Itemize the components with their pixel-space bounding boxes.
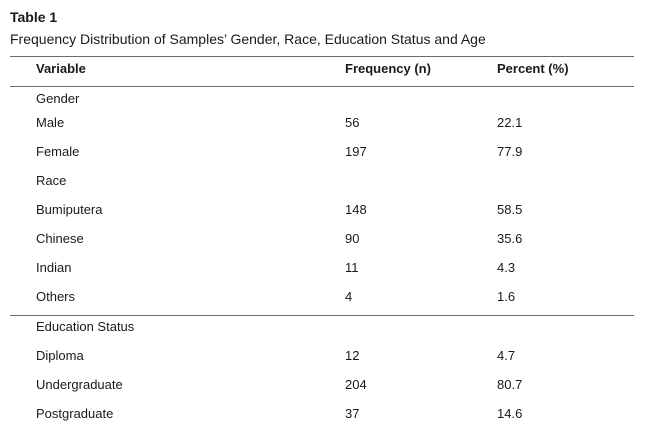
cell-variable: Chinese [36, 231, 84, 246]
cell-variable: Race [36, 173, 67, 188]
table-row: Diploma 12 4.7 [0, 348, 651, 368]
table-row: Race [0, 173, 651, 193]
header-bottom-rule [10, 86, 634, 87]
cell-variable: Male [36, 115, 65, 130]
header-variable: Variable [36, 61, 86, 76]
header-frequency: Frequency (n) [345, 61, 431, 76]
cell-variable: Postgraduate [36, 406, 114, 421]
table-row: Others 4 1.6 [0, 289, 651, 309]
cell-variable: Others [36, 289, 76, 304]
table-row: Gender [0, 91, 651, 111]
cell-variable: Undergraduate [36, 377, 123, 392]
cell-variable: Diploma [36, 348, 84, 363]
cell-percent: 1.6 [497, 289, 516, 304]
cell-variable: Gender [36, 91, 80, 106]
table-row: Postgraduate 37 14.6 [0, 406, 651, 426]
cell-percent: 4.3 [497, 260, 516, 275]
cell-frequency: 11 [345, 260, 359, 275]
header-percent: Percent (%) [497, 61, 569, 76]
table-row: Indian 11 4.3 [0, 260, 651, 280]
cell-percent: 22.1 [497, 115, 523, 130]
cell-frequency: 148 [345, 202, 367, 217]
table-row: Female 197 77.9 [0, 144, 651, 164]
cell-frequency: 56 [345, 115, 360, 130]
cell-variable: Female [36, 144, 80, 159]
table-title: Frequency Distribution of Samples’ Gende… [10, 31, 486, 47]
table-row: Bumiputera 148 58.5 [0, 202, 651, 222]
table-row: Undergraduate 204 80.7 [0, 377, 651, 397]
section-divider-rule [10, 315, 634, 316]
cell-frequency: 90 [345, 231, 360, 246]
table-row: Chinese 90 35.6 [0, 231, 651, 251]
cell-frequency: 12 [345, 348, 360, 363]
table-top-rule [10, 56, 634, 57]
cell-variable: Indian [36, 260, 72, 275]
table-row: Male 56 22.1 [0, 115, 651, 135]
cell-frequency: 197 [345, 144, 367, 159]
cell-frequency: 204 [345, 377, 367, 392]
table-row: Education Status [0, 319, 651, 339]
cell-percent: 58.5 [497, 202, 523, 217]
table-label: Table 1 [10, 9, 58, 25]
cell-percent: 77.9 [497, 144, 523, 159]
cell-variable: Education Status [36, 319, 135, 334]
cell-frequency: 37 [345, 406, 360, 421]
cell-percent: 4.7 [497, 348, 516, 363]
cell-percent: 14.6 [497, 406, 523, 421]
cell-percent: 80.7 [497, 377, 523, 392]
cell-variable: Bumiputera [36, 202, 103, 217]
cell-percent: 35.6 [497, 231, 523, 246]
cell-frequency: 4 [345, 289, 353, 304]
